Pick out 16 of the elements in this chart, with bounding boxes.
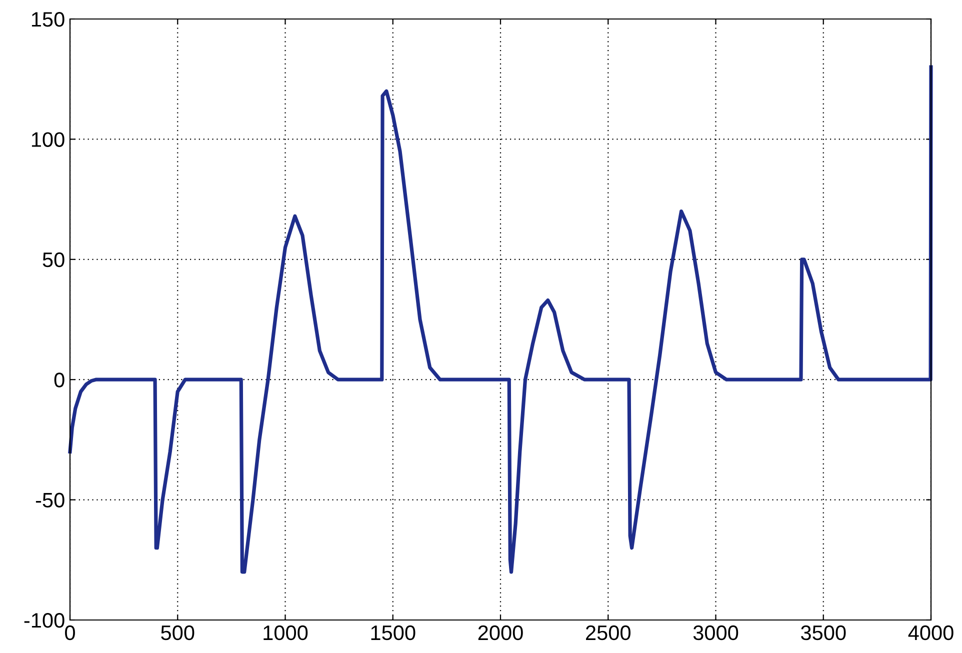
x-tick-label: 3500 [801, 625, 846, 640]
x-tick-label: 4000 [908, 625, 954, 640]
x-tick-label: 1500 [371, 625, 416, 640]
x-tick-label: 1000 [264, 625, 308, 640]
x-tick-label: 500 [161, 625, 194, 640]
x-tick-label: 2500 [586, 625, 630, 640]
y-tick-label: 0 [54, 372, 64, 388]
y-tick-label: 150 [32, 12, 64, 27]
x-tick-label: 0 [65, 625, 75, 640]
line-series [68, 65, 933, 574]
y-tick-label: 100 [32, 132, 64, 147]
x-tick-label: 3000 [693, 625, 738, 640]
y-tick-label: -50 [36, 492, 64, 508]
x-tick-label: 2000 [478, 625, 523, 640]
y-tick-label: 50 [42, 252, 64, 268]
y-tick-label: -100 [24, 613, 64, 628]
